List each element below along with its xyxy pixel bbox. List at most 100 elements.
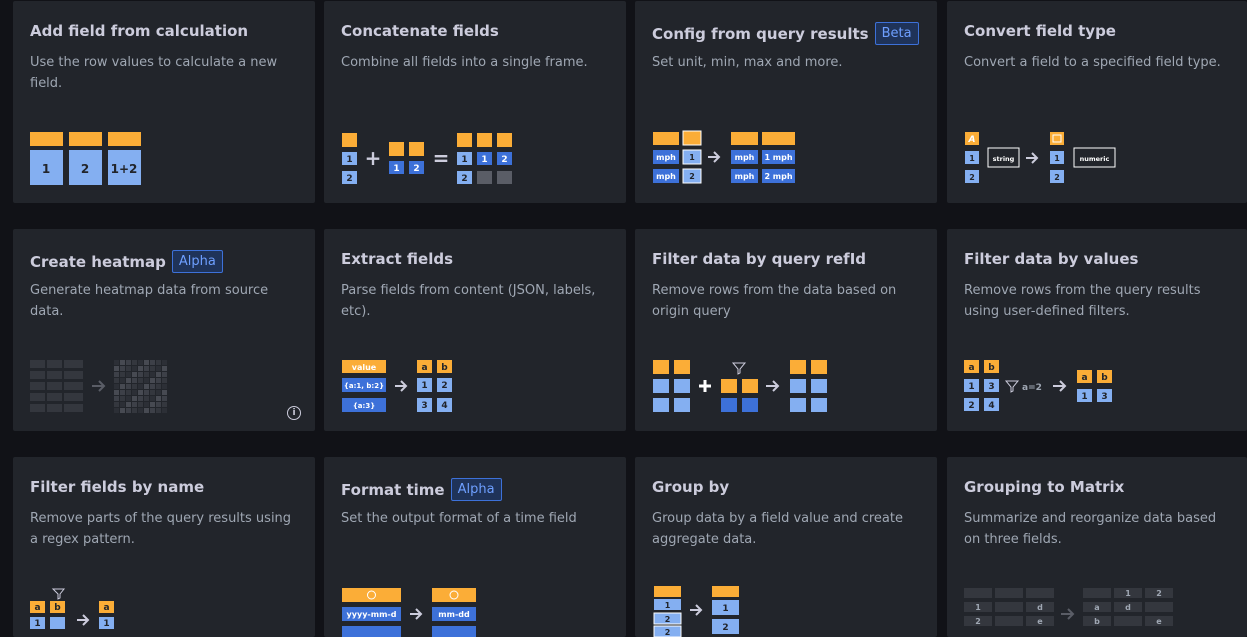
svg-text:b: b bbox=[1094, 617, 1100, 626]
svg-text:1 mph: 1 mph bbox=[764, 153, 792, 162]
svg-text:b: b bbox=[441, 363, 448, 373]
svg-text:mph: mph bbox=[735, 153, 755, 162]
svg-text:2: 2 bbox=[665, 615, 671, 624]
transform-card-grouping-to-matrix[interactable]: Grouping to Matrix Summarize and reorgan… bbox=[947, 457, 1247, 637]
card-title: Format time Alpha bbox=[341, 478, 502, 501]
clock-icon bbox=[367, 590, 376, 600]
arrow-right-icon bbox=[1053, 380, 1067, 392]
svg-text:3: 3 bbox=[988, 382, 994, 392]
svg-text:b: b bbox=[988, 363, 995, 373]
card-description: Use the row values to calculate a new fi… bbox=[30, 55, 278, 91]
arrow-right-icon bbox=[766, 380, 780, 392]
filter-values-illustration: a b 1 3 2 4 a=2 a b 1 3 bbox=[964, 360, 1112, 411]
alpha-badge: Alpha bbox=[450, 478, 502, 501]
svg-text:a: a bbox=[1094, 603, 1099, 612]
svg-text:a: a bbox=[421, 363, 427, 373]
plus-icon bbox=[699, 380, 711, 392]
svg-text:b: b bbox=[1101, 373, 1108, 383]
svg-text:a: a bbox=[103, 603, 109, 613]
svg-text:mph: mph bbox=[656, 153, 676, 162]
clock-icon bbox=[449, 590, 459, 600]
equals-sign: = bbox=[433, 146, 450, 170]
arrow-right-icon bbox=[708, 151, 721, 163]
transform-card-config-from-query-results[interactable]: Config from query results Beta Set unit, … bbox=[635, 1, 937, 203]
transform-card-filter-data-by-query-refid[interactable]: Filter data by query refId Remove rows f… bbox=[635, 229, 937, 431]
card-title: Grouping to Matrix bbox=[964, 478, 1125, 496]
transform-card-extract-fields[interactable]: Extract fields Parse fields from content… bbox=[324, 229, 626, 431]
filter-icon bbox=[1004, 380, 1020, 393]
svg-text:{a:3}: {a:3} bbox=[353, 402, 375, 410]
svg-text:1: 1 bbox=[34, 619, 40, 629]
transform-card-add-field-from-calculation[interactable]: Add field from calculation Use the row v… bbox=[13, 1, 315, 203]
svg-text:mm-dd: mm-dd bbox=[438, 610, 470, 619]
svg-text:4: 4 bbox=[441, 401, 447, 411]
number-type-icon bbox=[1052, 134, 1062, 143]
card-description: Generate heatmap data from source data. bbox=[30, 283, 269, 319]
beta-badge: Beta bbox=[874, 22, 919, 45]
transform-card-convert-field-type[interactable]: Convert field type Convert a field to a … bbox=[947, 1, 1247, 203]
svg-text:1: 1 bbox=[103, 619, 109, 629]
card-description: Set unit, min, max and more. bbox=[652, 55, 843, 70]
arrow-right-icon bbox=[410, 608, 423, 620]
info-icon[interactable]: i bbox=[287, 406, 301, 420]
cell-value: 1 bbox=[42, 162, 50, 176]
calculation-illustration: 1 2 1+2 bbox=[30, 132, 141, 185]
svg-text:string: string bbox=[993, 155, 1015, 163]
svg-text:2: 2 bbox=[968, 401, 974, 411]
transform-card-create-heatmap[interactable]: Create heatmap Alpha Generate heatmap dat… bbox=[13, 229, 315, 431]
svg-text:2: 2 bbox=[689, 172, 695, 181]
heatmap-grid bbox=[114, 360, 167, 413]
svg-text:1: 1 bbox=[968, 382, 974, 392]
svg-text:2 mph: 2 mph bbox=[764, 172, 792, 181]
svg-text:2: 2 bbox=[441, 381, 447, 391]
transform-card-group-by[interactable]: Group by Group data by a field value and… bbox=[635, 457, 937, 637]
grouping-matrix-illustration: 1 d 2 e 1 2 a d b e bbox=[964, 588, 1173, 626]
svg-text:e: e bbox=[1037, 617, 1043, 626]
svg-text:1: 1 bbox=[461, 155, 467, 165]
svg-text:mph: mph bbox=[656, 172, 676, 181]
svg-text:3: 3 bbox=[421, 401, 427, 411]
svg-text:d: d bbox=[1037, 603, 1043, 612]
filter-icon bbox=[51, 588, 66, 600]
arrow-right-icon bbox=[1026, 152, 1039, 164]
alpha-badge: Alpha bbox=[171, 250, 223, 273]
svg-text:e: e bbox=[1156, 617, 1162, 626]
svg-text:2: 2 bbox=[346, 174, 352, 184]
transform-card-filter-data-by-values[interactable]: Filter data by values Remove rows from t… bbox=[947, 229, 1247, 431]
svg-text:2: 2 bbox=[722, 623, 728, 633]
svg-text:2: 2 bbox=[665, 628, 671, 637]
cell-value: 2 bbox=[81, 162, 89, 176]
svg-text:3: 3 bbox=[1101, 392, 1107, 402]
svg-text:1: 1 bbox=[665, 601, 671, 610]
svg-text:2: 2 bbox=[413, 164, 419, 174]
transform-card-filter-fields-by-name[interactable]: Filter fields by name Remove parts of th… bbox=[13, 457, 315, 637]
text-type-icon: A bbox=[968, 135, 976, 145]
transform-card-concatenate-fields[interactable]: Concatenate fields Combine all fields in… bbox=[324, 1, 626, 203]
card-description: Combine all fields into a single frame. bbox=[341, 55, 588, 70]
svg-text:2: 2 bbox=[461, 174, 467, 184]
svg-text:1: 1 bbox=[481, 155, 487, 165]
card-title: Filter data by values bbox=[964, 250, 1139, 268]
group-by-illustration: 1 2 2 1 2 bbox=[653, 586, 739, 637]
svg-text:a: a bbox=[968, 363, 974, 373]
svg-text:b: b bbox=[54, 603, 61, 613]
filter-icon bbox=[731, 362, 747, 375]
svg-text:1: 1 bbox=[1054, 154, 1060, 163]
svg-text:{a:1, b:2}: {a:1, b:2} bbox=[344, 382, 384, 390]
arrow-right-icon bbox=[690, 604, 703, 616]
svg-text:2: 2 bbox=[501, 155, 507, 165]
card-description: Summarize and reorganize data based on t… bbox=[964, 511, 1217, 547]
svg-text:mph: mph bbox=[735, 172, 755, 181]
svg-text:yyyy-mm-d: yyyy-mm-d bbox=[347, 610, 397, 619]
transform-card-format-time[interactable]: Format time Alpha Set the output format o… bbox=[324, 457, 626, 637]
svg-text:1: 1 bbox=[975, 603, 981, 612]
header-cells bbox=[30, 132, 141, 146]
card-title: Add field from calculation bbox=[30, 22, 249, 40]
card-description: Parse fields from content (JSON, labels,… bbox=[341, 283, 596, 319]
arrow-right-icon bbox=[77, 614, 90, 626]
heatmap-illustration bbox=[30, 360, 167, 413]
plus-sign: + bbox=[365, 146, 382, 170]
arrow-right-icon bbox=[395, 380, 408, 392]
extract-illustration: value {a:1, b:2} {a:3} a b 1 2 3 4 bbox=[342, 360, 452, 412]
svg-text:2: 2 bbox=[1054, 173, 1060, 182]
